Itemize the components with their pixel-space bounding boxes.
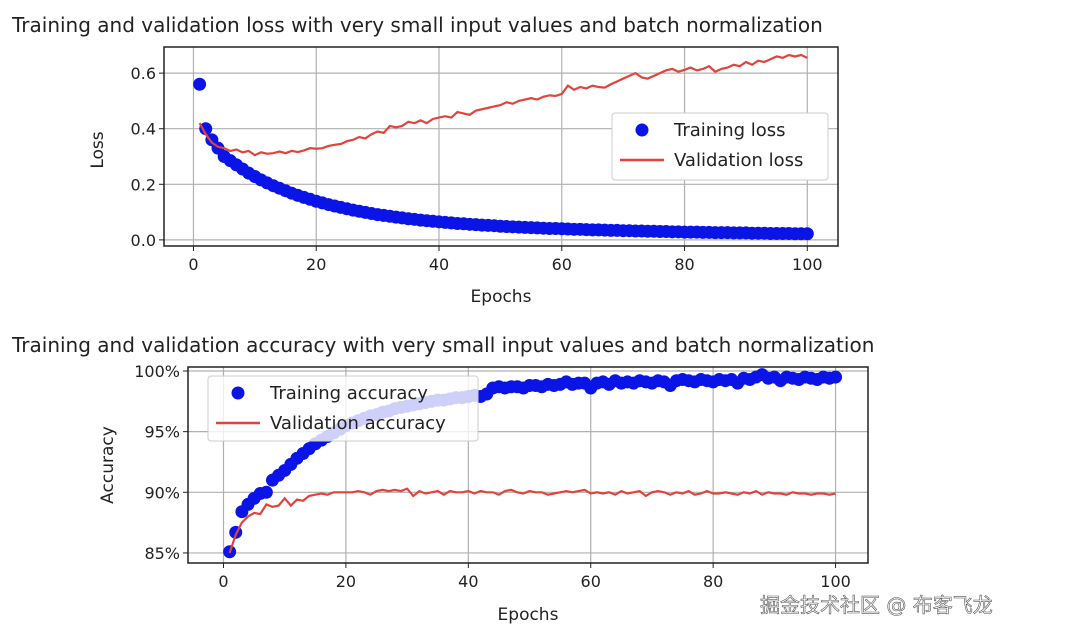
x-tick-label: 0 [188,255,198,274]
training-point [199,122,213,136]
y-tick-label: 0.2 [131,175,156,194]
accuracy-validation-line [228,487,836,554]
accuracy-chart: 0 20 40 60 80 100 85% 90% 95% 100% Epochs Accuracy T… [98,362,869,625]
y-tick-label: 100% [134,362,180,381]
y-tick-label: 0.0 [131,231,156,250]
y-tick-label: 0.6 [131,64,156,83]
x-tick-label: 100 [820,572,851,591]
x-tick-label: 100 [792,255,823,274]
x-tick-label: 40 [429,255,449,274]
y-tick-label: 0.4 [131,120,156,139]
loss-validation-line [198,53,808,157]
x-axis-label: Epochs [498,605,559,625]
training-point [193,77,207,91]
legend-training-label: Training loss [673,120,786,141]
x-tick-label: 20 [306,255,326,274]
legend-training-marker [635,123,649,137]
training-point [800,227,814,241]
loss-legend: Training loss Validation loss [611,112,829,181]
training-point [259,485,273,499]
loss-training-points [193,77,814,241]
accuracy-legend: Training accuracy Validation accuracy [207,375,479,442]
legend-validation-label: Validation loss [674,150,803,171]
y-axis-label: Loss [88,131,108,168]
axes-frame [163,46,839,247]
x-tick-label: 80 [674,255,694,274]
x-tick-label: 40 [458,572,478,591]
x-tick-label: 80 [703,572,723,591]
x-tick-label: 20 [336,572,356,591]
loss-chart: 0 20 40 60 80 100 0.0 0.2 0.4 0.6 Epochs Loss Traini… [88,46,839,307]
x-axis-label: Epochs [471,287,532,307]
accuracy-chart-title: Training and validation accuracy with ve… [11,333,874,357]
axes-frame [187,366,869,564]
x-tick-label: 0 [218,572,228,591]
y-tick-label: 95% [144,423,180,442]
y-axis-label: Accuracy [98,426,118,504]
legend-box [611,112,829,181]
x-tick-label: 60 [552,255,572,274]
watermark: 掘金技术社区 @ 布客飞龙 [760,593,993,617]
legend-box [207,375,479,442]
legend-training-label: Training accuracy [269,383,428,404]
loss-chart-title: Training and validation loss with very s… [11,13,823,37]
x-tick-label: 60 [581,572,601,591]
training-point [829,370,843,384]
y-tick-label: 85% [144,544,180,563]
y-tick-label: 90% [144,483,180,502]
legend-training-marker [231,386,245,400]
legend-validation-label: Validation accuracy [270,413,446,434]
